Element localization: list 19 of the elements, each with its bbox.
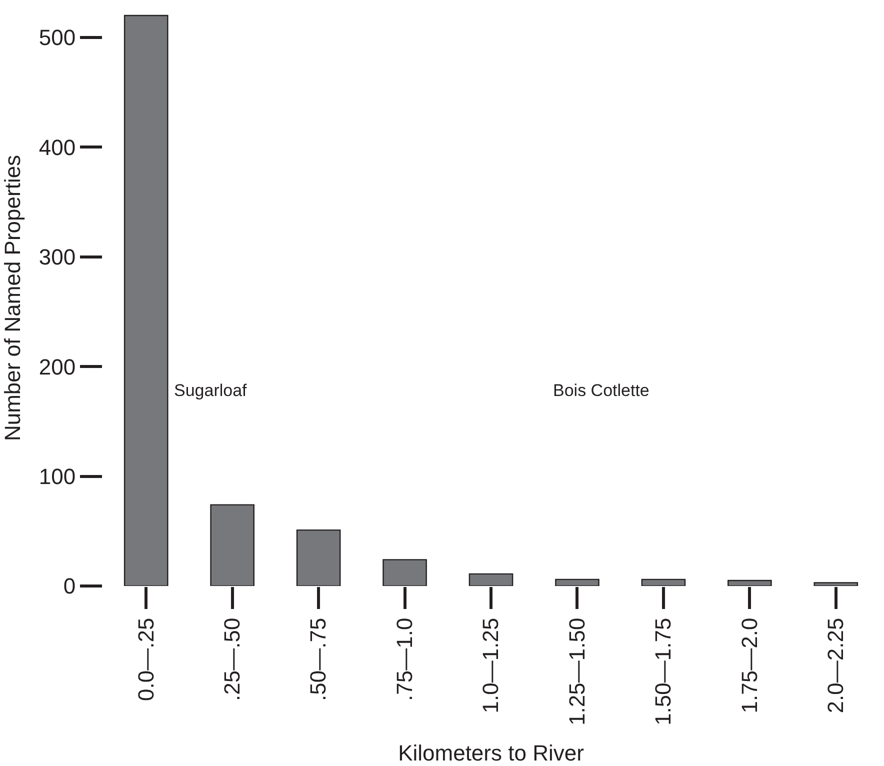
y-tick-label: 0 [63, 574, 76, 599]
x-axis-title: Kilometers to River [398, 740, 584, 766]
x-tick-label: .25—.50 [219, 618, 244, 701]
y-tick-label: 500 [38, 25, 76, 50]
annotation: Bois Cotlette [553, 381, 650, 400]
x-tick-label: 1.0—1.25 [478, 618, 504, 714]
x-tick-label: 1.50—1.75 [650, 618, 676, 726]
x-tick-label: .75—1.0 [392, 618, 417, 701]
y-axis-title: Number of Named Properties [0, 154, 25, 442]
x-tick-label: 1.75—2.0 [736, 618, 762, 714]
y-tick-label: 200 [38, 354, 76, 380]
y-tick-label: 400 [38, 134, 76, 160]
x-tick-label: 1.25—1.50 [564, 618, 590, 726]
y-tick-label: 100 [38, 464, 76, 489]
x-tick-label: 2.0—2.25 [823, 618, 848, 714]
x-tick-label: 0.0—.25 [133, 618, 158, 701]
annotation: Sugarloaf [174, 381, 248, 400]
x-tick-label: .50—.75 [306, 618, 331, 701]
y-tick-label: 300 [38, 244, 76, 270]
